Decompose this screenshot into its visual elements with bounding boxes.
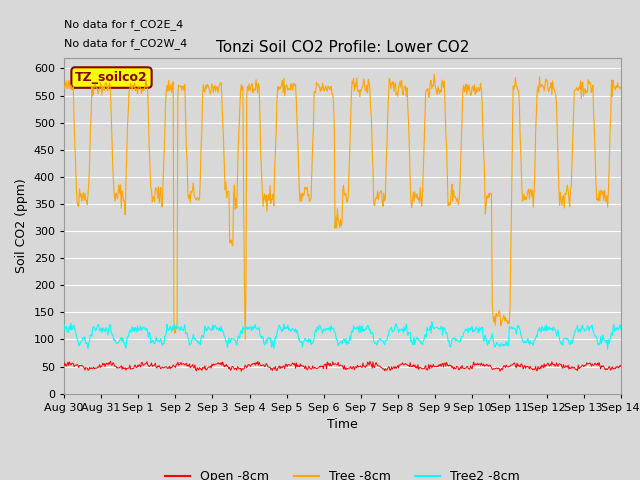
Title: Tonzi Soil CO2 Profile: Lower CO2: Tonzi Soil CO2 Profile: Lower CO2: [216, 40, 469, 55]
Legend: Open -8cm, Tree -8cm, Tree2 -8cm: Open -8cm, Tree -8cm, Tree2 -8cm: [159, 465, 525, 480]
X-axis label: Time: Time: [327, 418, 358, 431]
Text: TZ_soilco2: TZ_soilco2: [75, 71, 148, 84]
Text: No data for f_CO2E_4: No data for f_CO2E_4: [64, 19, 183, 30]
Text: No data for f_CO2W_4: No data for f_CO2W_4: [64, 38, 188, 49]
Y-axis label: Soil CO2 (ppm): Soil CO2 (ppm): [15, 178, 28, 273]
